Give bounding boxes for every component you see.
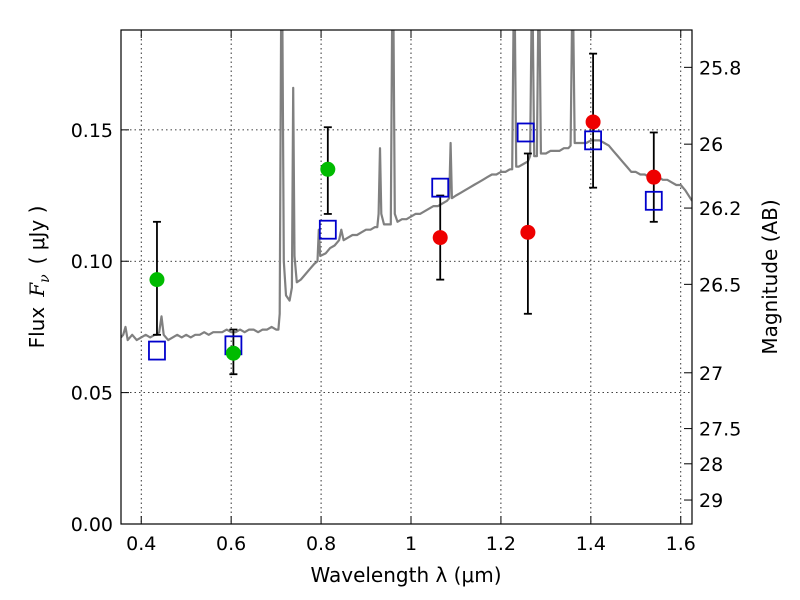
y2-tick-label: 27.5 [699,419,741,441]
y-tick-label: 0.05 [71,383,113,405]
x-axis-label: Wavelength λ (μm) [310,563,501,587]
x-tick-label: 1.2 [486,533,516,555]
x-tick-label: 1 [405,533,417,555]
y-axis-label-subscript: ν [37,274,53,283]
y-axis-ticks: 0.00 0.05 0.10 0.15 [71,120,129,536]
nir-data-point [432,230,448,246]
optical-data-point [149,272,165,288]
model-photometry-square [584,130,602,151]
y2-tick-label: 28 [699,454,723,476]
optical-data-point [225,345,241,361]
y2-axis-ticks: 25.8 26 26.2 26.5 27 27.5 28 29 [684,57,741,512]
nir-data-point [646,169,662,185]
y2-tick-label: 25.8 [699,57,741,79]
x-tick-label: 1.6 [666,533,696,555]
x-tick-label: 1.4 [576,533,606,555]
y-axis-label-symbol: F [25,282,49,298]
error-bars [152,52,658,376]
model-photometry-square [318,219,337,240]
y-axis-label-prefix: Flux [25,307,49,349]
model-photometry-square [431,177,450,198]
y2-tick-label: 29 [699,490,723,512]
model-spectrum [121,30,692,342]
grid-lines [121,30,692,525]
spectrum-line [121,30,692,342]
x-tick-label: 0.4 [126,533,156,555]
x-tick-label: 0.6 [216,533,246,555]
x-tick-label: 0.8 [306,533,336,555]
nir-data-point [585,114,601,130]
y2-tick-label: 26 [699,134,723,156]
x-axis-ticks: 0.4 0.6 0.8 1 1.2 1.4 1.6 [126,30,696,555]
plot-frame [120,29,693,525]
model-photometry-square [516,122,535,143]
y-axis-label-unit: ( μJy ) [25,206,49,265]
model-photometry-square [644,190,663,211]
model-photometry-markers [148,122,663,361]
y-tick-label: 0.10 [71,251,113,273]
optical-data-point [320,161,336,177]
y2-axis-label: Magnitude (AB) [758,199,782,354]
observed-photometry-markers [149,114,662,361]
y-axis-label: Flux Fν ( μJy ) [25,206,53,349]
y2-tick-label: 26.2 [699,198,741,220]
y2-tick-label: 26.5 [699,274,741,296]
y2-tick-label: 27 [699,363,723,385]
model-photometry-square [148,340,166,361]
y-tick-label: 0.15 [71,120,113,142]
nir-data-point [520,224,536,240]
y-tick-label: 0.00 [71,514,113,536]
